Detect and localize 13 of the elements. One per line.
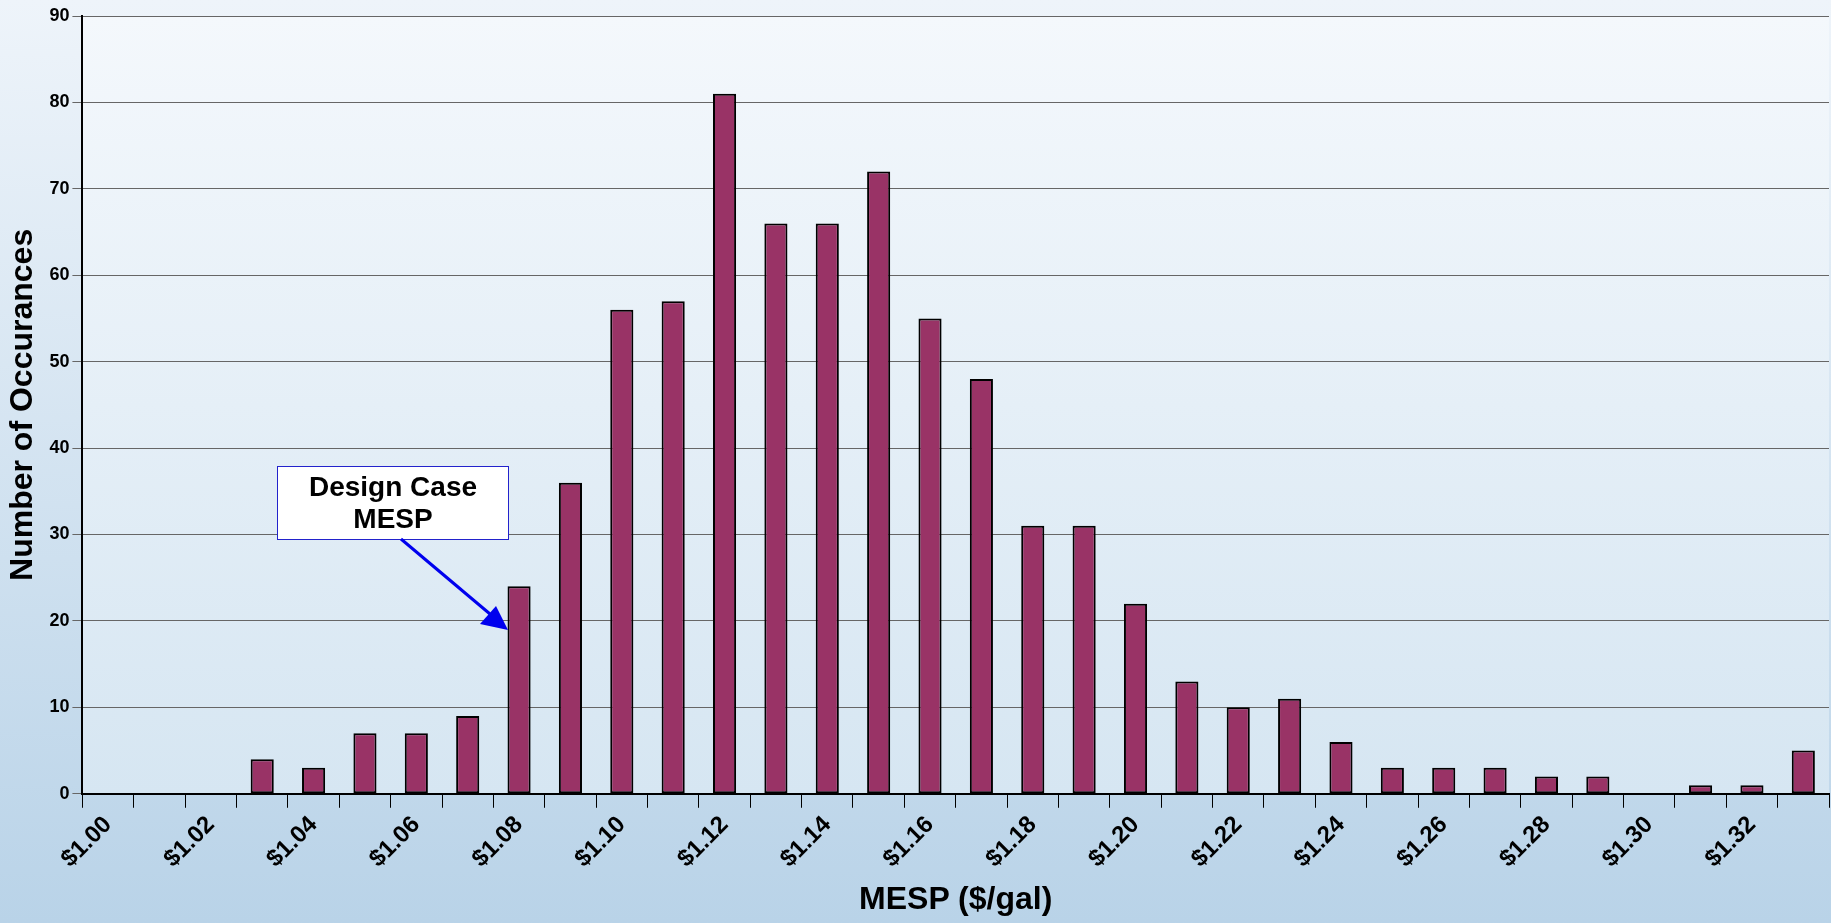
y-tick-label: 10 xyxy=(49,696,70,717)
y-tick-label: 30 xyxy=(49,523,70,544)
y-tick-label: 50 xyxy=(49,350,70,371)
y-axis-title: Number of Occurances xyxy=(3,228,40,581)
y-tick-label: 0 xyxy=(59,782,70,803)
y-tick-label: 80 xyxy=(49,91,70,112)
y-tick-label: 40 xyxy=(49,437,70,458)
y-tick-label: 20 xyxy=(49,609,70,630)
annotation: Design Case MESP xyxy=(277,466,509,540)
x-axis-title: MESP ($/gal) xyxy=(859,879,1053,916)
y-tick-label: 60 xyxy=(49,264,70,285)
y-tick-label: 70 xyxy=(49,177,70,198)
y-tick-label: 90 xyxy=(49,4,70,25)
